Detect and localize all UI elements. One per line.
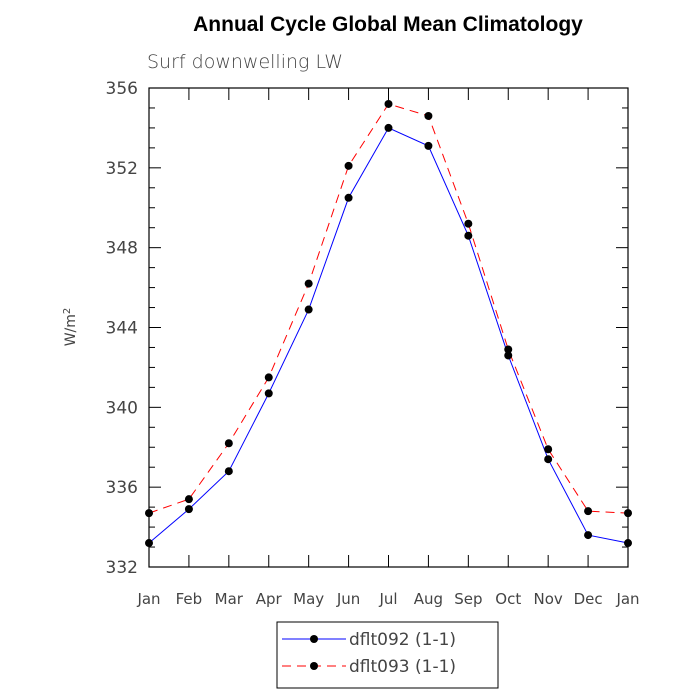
plot-frame xyxy=(148,87,629,568)
data-point xyxy=(584,531,593,540)
data-point xyxy=(224,467,233,476)
x-tick-label: Oct xyxy=(495,590,521,608)
data-point xyxy=(424,111,433,120)
y-axis-ticks: 332 336 340 344 348 352 356 xyxy=(106,79,628,578)
x-tick-label: Jun xyxy=(336,590,360,608)
data-point xyxy=(145,539,153,548)
data-point xyxy=(145,509,153,518)
x-tick-label: Aug xyxy=(414,590,443,608)
data-point xyxy=(344,193,353,202)
legend-swatch-marker xyxy=(310,662,318,670)
series-line xyxy=(148,127,629,544)
data-point xyxy=(184,495,193,504)
y-tick-label: 356 xyxy=(106,79,138,99)
y-tick-label: 348 xyxy=(106,239,138,259)
legend-label: dflt092 (1-1) xyxy=(349,630,456,650)
x-tick-label: Nov xyxy=(534,590,563,608)
data-point xyxy=(584,507,593,516)
y-axis-label: W/m2 xyxy=(62,308,80,347)
legend-entry: dflt092 (1-1) xyxy=(282,630,456,650)
y-tick-label: 336 xyxy=(106,478,138,498)
legend-entry: dflt093 (1-1) xyxy=(282,657,456,677)
data-point xyxy=(464,231,473,240)
data-point xyxy=(544,445,553,454)
data-point xyxy=(504,351,513,360)
x-tick-label: Mar xyxy=(215,590,244,608)
data-point xyxy=(304,279,313,288)
data-point xyxy=(624,509,632,518)
x-tick-label: May xyxy=(293,590,324,608)
x-tick-label: Dec xyxy=(574,590,603,608)
y-axis-label-unit: W/m xyxy=(63,314,79,346)
data-point xyxy=(384,99,393,108)
data-point xyxy=(344,161,353,170)
y-tick-label: 352 xyxy=(106,159,138,179)
data-point xyxy=(464,219,473,228)
x-tick-label: Jan xyxy=(136,590,160,608)
x-axis-ticks: Jan Feb Mar Apr May Jun Jul Aug Sep Oct Nov Dec Jan xyxy=(136,88,640,608)
legend-label: dflt093 (1-1) xyxy=(349,657,456,677)
data-point xyxy=(504,345,513,354)
data-point xyxy=(544,455,553,464)
series-layer xyxy=(145,99,632,548)
x-tick-label: Feb xyxy=(176,590,203,608)
legend-swatch-marker xyxy=(310,635,318,643)
data-point xyxy=(264,389,273,398)
x-tick-label: Jan xyxy=(615,590,639,608)
x-tick-label: Apr xyxy=(256,590,283,608)
y-tick-label: 340 xyxy=(106,398,138,418)
chart-subtitle: Surf downwelling LW xyxy=(147,51,343,73)
series-line xyxy=(148,103,629,514)
y-axis-label-exponent: 2 xyxy=(62,308,73,314)
data-point xyxy=(384,123,393,132)
legend: dflt092 (1-1) dflt093 (1-1) xyxy=(276,621,499,689)
y-tick-label: 332 xyxy=(106,558,138,578)
chart-title: Annual Cycle Global Mean Climatology xyxy=(193,13,583,36)
y-tick-label: 344 xyxy=(106,319,138,339)
data-point xyxy=(264,373,273,382)
x-tick-label: Jul xyxy=(378,590,397,608)
legend-box xyxy=(276,621,499,689)
data-point xyxy=(424,141,433,150)
data-point xyxy=(224,439,233,448)
data-point xyxy=(624,539,632,548)
x-tick-label: Sep xyxy=(454,590,482,608)
data-point xyxy=(184,505,193,514)
data-point xyxy=(304,305,313,314)
